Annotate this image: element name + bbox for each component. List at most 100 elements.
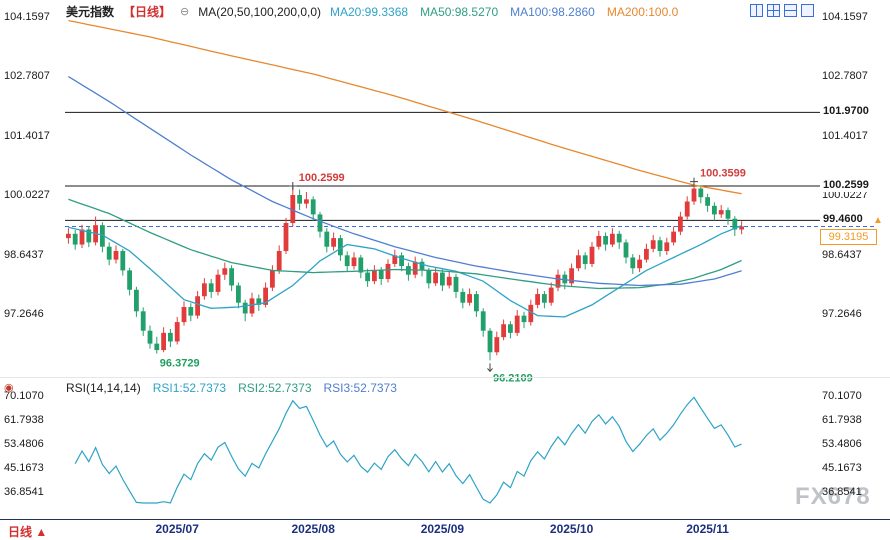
rsi-title: RSI(14,14,14) [66,381,141,395]
rsi-axis-label-left: 53.4806 [4,437,44,450]
candle-body [188,307,194,316]
annotation-label: 100.3599 [700,168,746,180]
ma-value-label: MA100:98.2860 [510,4,595,19]
candle-body [79,229,85,245]
candle-body [222,268,228,275]
candle-body [474,294,479,312]
candle-body [419,261,425,271]
candle-body [732,218,738,230]
candle-body [174,322,180,342]
hline-price-label: 101.9700 [822,105,870,119]
candle-body [705,197,710,206]
main-axis-label-right: 104.1597 [822,11,868,23]
candle-body [650,240,656,249]
rsi-value-label: RSI2:52.7373 [238,381,312,395]
candle-body [358,257,364,273]
rsi-axis-label-right: 36.8541 [822,486,862,498]
candle-body [637,259,642,269]
layout-single-icon[interactable] [801,4,814,17]
candle-body [399,255,404,267]
candle-body [127,270,132,290]
ma-line-MA50 [68,198,742,290]
main-axis-label-right: 100.0227 [822,189,868,202]
candle-body [249,298,255,314]
candle-body [276,251,282,271]
candle-body [168,332,173,342]
candle-body [589,246,595,264]
x-axis-label: 2025/10 [549,522,594,536]
candle-body [412,261,418,275]
period-tag: 【日线】 [123,5,172,19]
ma-value-label: MA50:98.5270 [420,4,499,19]
ma-value-label: MA20:99.3368 [330,4,409,19]
rsi-axis-label-left: 70.1070 [4,390,44,402]
candle-body [263,287,268,305]
layout-grid-icon[interactable] [767,4,780,17]
candle-body [514,315,520,333]
rsi-axis-label-left: 36.8541 [4,486,44,498]
candle-body [555,274,561,288]
candle-body [290,195,296,224]
candle-body [467,294,472,303]
candle-body [664,242,670,252]
candle-body [113,251,119,260]
candle-body [324,231,330,247]
candle-body [297,195,302,204]
candle-body [616,233,622,243]
candle-body [385,263,391,280]
candle-body [725,210,731,219]
ma-line-MA200 [68,19,742,195]
candle-body [154,343,160,351]
candle-body [338,238,343,256]
ma-line-MA20 [68,224,742,318]
layout-vertical-split-icon[interactable] [750,4,763,17]
candle-body [66,233,71,239]
watermark: FX678 [795,483,871,510]
candle-body [630,257,636,269]
candle-body [671,231,676,243]
candle-body [657,240,663,252]
candle-body [283,223,289,252]
candle-body [242,302,248,314]
rsi-axis-label-right: 53.4806 [822,437,862,450]
candle-body [229,268,234,286]
candle-body [134,289,139,312]
candle-body [236,285,241,303]
candle-body [460,291,466,303]
main-axis-label-right: 102.7807 [822,70,868,83]
rsi-value-label: RSI1:52.7373 [152,381,227,395]
candle-body [535,294,540,305]
candle-body [440,272,445,286]
ma-line-MA100 [68,76,742,287]
candle-body [582,255,588,264]
x-axis-label: 2025/07 [155,522,199,536]
rsi-value-label: RSI3:52.7373 [323,381,397,395]
candle-body [678,216,683,232]
collapse-icon[interactable]: ⊖ [180,6,190,18]
footer-period-selector[interactable]: 日线 ▲ [8,523,47,540]
candle-body [365,272,370,282]
candle-body [494,337,500,353]
candle-body [392,255,398,264]
ma-value-label: MA200:100.0 [606,4,679,19]
candle-body [208,283,214,292]
layout-horizontal-split-icon[interactable] [784,4,797,17]
candle-body [691,188,697,202]
candle-body [317,214,323,232]
candle-body [426,270,432,284]
candle-body [72,233,78,245]
candles-group [66,181,744,361]
indicator-icon[interactable]: ◉ [4,382,14,394]
price-up-arrow-icon: ▲ [873,215,883,226]
rsi-line [74,396,742,504]
candle-body [684,201,690,217]
x-axis-band: 日线 ▲ [0,519,890,540]
layout-toolbar [750,4,814,17]
candle-body [644,248,649,260]
hline-price-label: 100.2599 [822,178,870,192]
candle-body [344,255,350,267]
symbol-name: 美元指数 [66,5,115,19]
candle-body [698,188,704,198]
